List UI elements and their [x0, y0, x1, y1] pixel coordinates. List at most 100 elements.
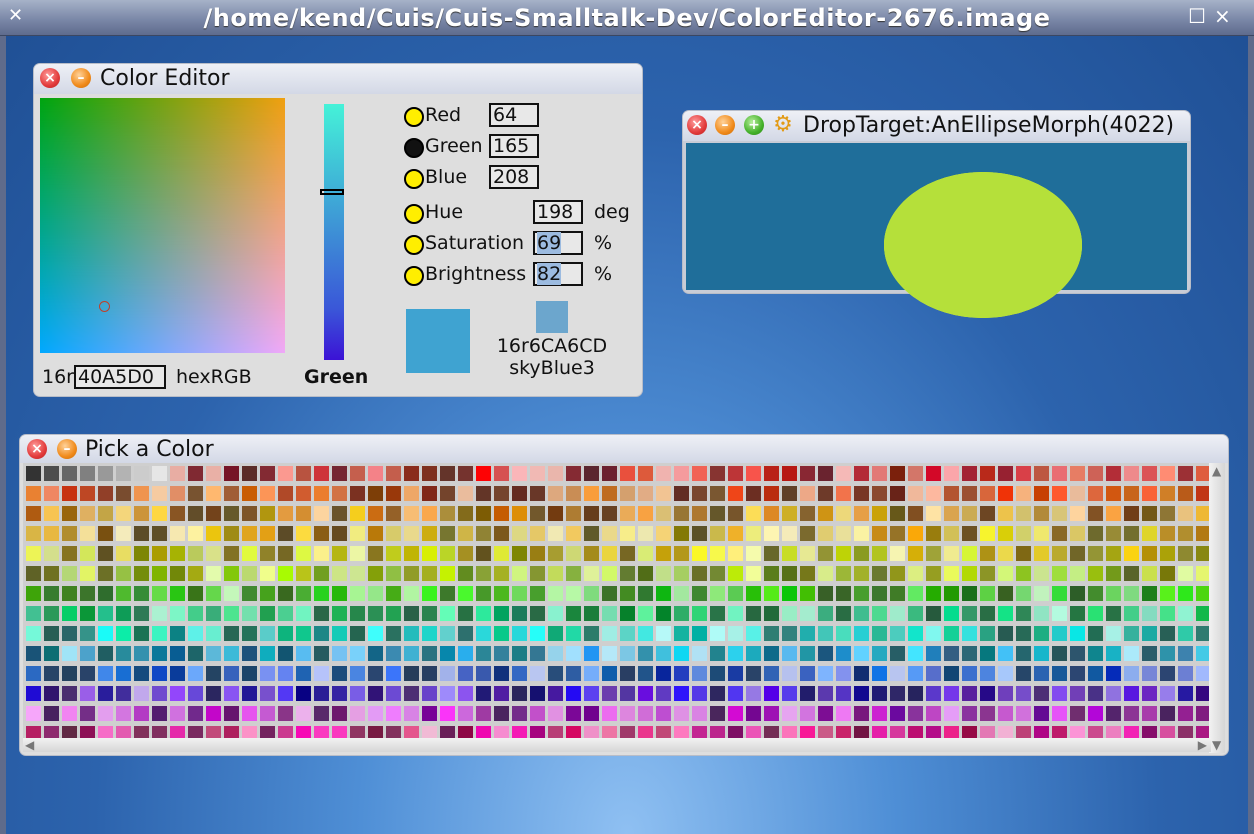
palette-swatch[interactable]: [134, 646, 149, 661]
palette-swatch[interactable]: [1088, 686, 1103, 701]
color-palette-grid[interactable]: [23, 463, 1211, 739]
palette-swatch[interactable]: [458, 586, 473, 601]
color-editor-titlebar[interactable]: × – Color Editor: [34, 64, 642, 94]
palette-swatch[interactable]: [512, 726, 527, 739]
palette-swatch[interactable]: [512, 666, 527, 681]
palette-swatch[interactable]: [386, 566, 401, 581]
palette-swatch[interactable]: [692, 506, 707, 521]
palette-swatch[interactable]: [1106, 646, 1121, 661]
palette-swatch[interactable]: [1070, 626, 1085, 641]
palette-swatch[interactable]: [206, 506, 221, 521]
palette-swatch[interactable]: [476, 606, 491, 621]
palette-swatch[interactable]: [728, 546, 743, 561]
palette-swatch[interactable]: [1142, 466, 1157, 481]
palette-swatch[interactable]: [1016, 526, 1031, 541]
palette-swatch[interactable]: [1016, 466, 1031, 481]
palette-swatch[interactable]: [656, 546, 671, 561]
palette-swatch[interactable]: [620, 546, 635, 561]
palette-swatch[interactable]: [1016, 606, 1031, 621]
palette-swatch[interactable]: [350, 706, 365, 721]
palette-swatch[interactable]: [152, 726, 167, 739]
palette-swatch[interactable]: [134, 526, 149, 541]
palette-swatch[interactable]: [1034, 566, 1049, 581]
palette-swatch[interactable]: [1124, 526, 1139, 541]
palette-swatch[interactable]: [746, 706, 761, 721]
palette-swatch[interactable]: [116, 706, 131, 721]
palette-swatch[interactable]: [1070, 486, 1085, 501]
palette-swatch[interactable]: [728, 646, 743, 661]
palette-swatch[interactable]: [692, 546, 707, 561]
palette-swatch[interactable]: [998, 586, 1013, 601]
palette-swatch[interactable]: [224, 506, 239, 521]
palette-swatch[interactable]: [908, 586, 923, 601]
palette-swatch[interactable]: [1088, 506, 1103, 521]
palette-swatch[interactable]: [584, 466, 599, 481]
palette-swatch[interactable]: [656, 466, 671, 481]
palette-swatch[interactable]: [206, 526, 221, 541]
palette-swatch[interactable]: [566, 626, 581, 641]
palette-swatch[interactable]: [44, 726, 59, 739]
palette-swatch[interactable]: [1106, 606, 1121, 621]
palette-swatch[interactable]: [566, 606, 581, 621]
palette-swatch[interactable]: [692, 686, 707, 701]
palette-swatch[interactable]: [368, 646, 383, 661]
palette-swatch[interactable]: [224, 606, 239, 621]
palette-swatch[interactable]: [566, 646, 581, 661]
palette-swatch[interactable]: [998, 486, 1013, 501]
palette-swatch[interactable]: [674, 726, 689, 739]
palette-swatch[interactable]: [602, 666, 617, 681]
palette-swatch[interactable]: [962, 706, 977, 721]
palette-swatch[interactable]: [818, 706, 833, 721]
palette-swatch[interactable]: [116, 586, 131, 601]
palette-swatch[interactable]: [1106, 486, 1121, 501]
palette-swatch[interactable]: [170, 726, 185, 739]
palette-swatch[interactable]: [224, 686, 239, 701]
palette-swatch[interactable]: [80, 566, 95, 581]
palette-swatch[interactable]: [494, 646, 509, 661]
palette-swatch[interactable]: [962, 526, 977, 541]
palette-swatch[interactable]: [296, 506, 311, 521]
palette-swatch[interactable]: [764, 686, 779, 701]
palette-swatch[interactable]: [1178, 546, 1193, 561]
palette-swatch[interactable]: [1160, 606, 1175, 621]
palette-swatch[interactable]: [548, 626, 563, 641]
palette-swatch[interactable]: [242, 686, 257, 701]
palette-swatch[interactable]: [800, 566, 815, 581]
palette-swatch[interactable]: [206, 466, 221, 481]
palette-swatch[interactable]: [512, 546, 527, 561]
palette-swatch[interactable]: [548, 526, 563, 541]
palette-swatch[interactable]: [440, 726, 455, 739]
palette-swatch[interactable]: [764, 546, 779, 561]
palette-swatch[interactable]: [854, 586, 869, 601]
palette-swatch[interactable]: [548, 686, 563, 701]
palette-swatch[interactable]: [674, 466, 689, 481]
palette-swatch[interactable]: [134, 706, 149, 721]
palette-swatch[interactable]: [1034, 546, 1049, 561]
palette-swatch[interactable]: [134, 606, 149, 621]
palette-swatch[interactable]: [134, 726, 149, 739]
palette-swatch[interactable]: [1070, 526, 1085, 541]
palette-swatch[interactable]: [566, 466, 581, 481]
palette-swatch[interactable]: [926, 466, 941, 481]
palette-swatch[interactable]: [1142, 686, 1157, 701]
palette-swatch[interactable]: [1196, 666, 1211, 681]
palette-swatch[interactable]: [638, 686, 653, 701]
palette-swatch[interactable]: [1070, 466, 1085, 481]
palette-swatch[interactable]: [422, 486, 437, 501]
palette-swatch[interactable]: [1142, 486, 1157, 501]
palette-swatch[interactable]: [1034, 666, 1049, 681]
palette-swatch[interactable]: [728, 526, 743, 541]
palette-swatch[interactable]: [1196, 606, 1211, 621]
palette-swatch[interactable]: [584, 566, 599, 581]
nearest-named-color-swatch[interactable]: [536, 301, 568, 333]
palette-swatch[interactable]: [674, 606, 689, 621]
palette-swatch[interactable]: [98, 626, 113, 641]
palette-swatch[interactable]: [332, 466, 347, 481]
palette-swatch[interactable]: [584, 686, 599, 701]
palette-swatch[interactable]: [926, 686, 941, 701]
palette-swatch[interactable]: [206, 726, 221, 739]
palette-swatch[interactable]: [800, 526, 815, 541]
palette-swatch[interactable]: [206, 626, 221, 641]
palette-swatch[interactable]: [260, 726, 275, 739]
palette-swatch[interactable]: [404, 566, 419, 581]
